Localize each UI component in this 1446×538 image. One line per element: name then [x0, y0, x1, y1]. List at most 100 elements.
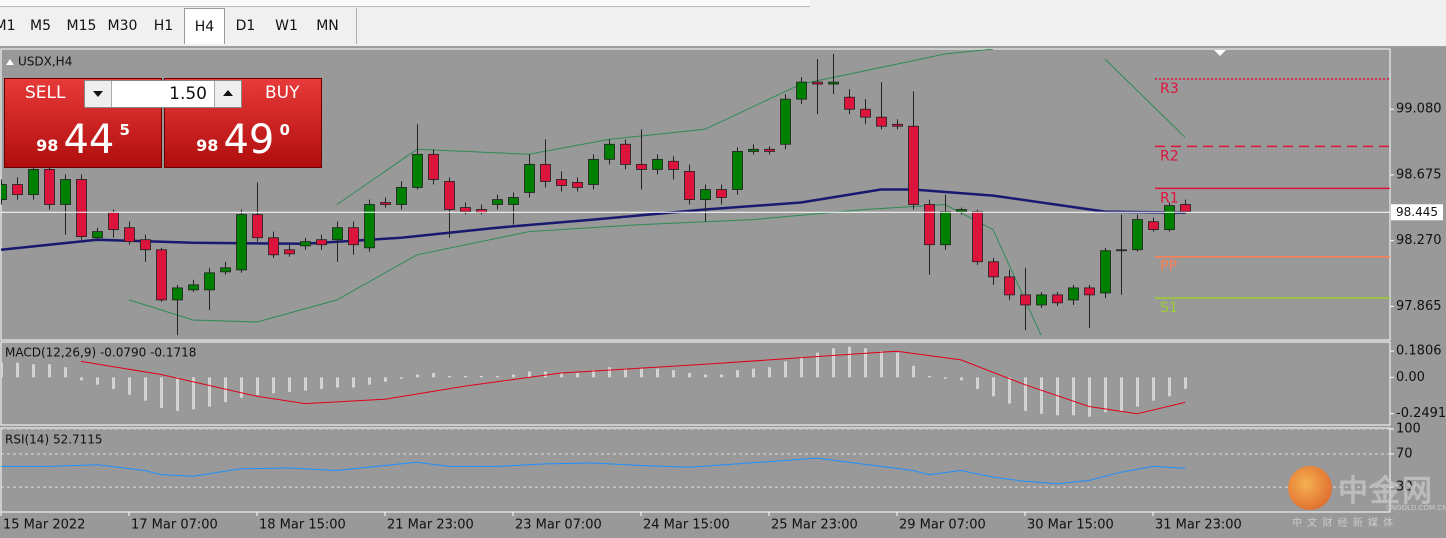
macd-plot [1, 346, 1187, 417]
watermark-domain: CNGOLD.COM.CN [1386, 504, 1446, 512]
candle-body [1100, 250, 1111, 294]
candle-body [620, 143, 631, 165]
ask-price: 98 49 0 [165, 117, 321, 167]
volume-down[interactable] [85, 81, 112, 107]
toolbar: M1 M5 M15 M30 H1 H4 D1 W1 MN [0, 0, 1446, 47]
candle-body [588, 158, 599, 185]
candle-body [236, 214, 247, 271]
candle-body [124, 227, 135, 243]
candle-body [1004, 276, 1015, 296]
candle-body [524, 163, 535, 193]
timeframe-button[interactable]: M15 [66, 18, 97, 34]
candle-body [172, 287, 183, 301]
candle-body [156, 249, 167, 301]
bid-main: 44 [63, 117, 115, 163]
axes: 99.080 98.675 98.270 97.865 R3 R2 R1 PP S1 98.445… [0, 55, 1446, 533]
x-tick-label: 30 Mar 15:00 [1027, 518, 1114, 533]
candle-body [1148, 221, 1159, 231]
candle-body [972, 211, 983, 263]
candle-body [796, 81, 807, 100]
candle-body [444, 181, 455, 210]
candle-body [844, 96, 855, 110]
candle-body [12, 184, 23, 195]
candle-body [108, 212, 119, 231]
candle-body [140, 239, 151, 251]
timeframe-button[interactable]: MN [316, 18, 339, 34]
watermark-logo [1288, 466, 1332, 510]
candle-body [1036, 294, 1047, 306]
candle-body [76, 179, 87, 238]
volume-control: 1.50 [84, 80, 242, 108]
candle-body [1020, 294, 1031, 306]
candle-body [1052, 294, 1063, 304]
main-plot [1, 49, 1191, 336]
y-tick-label: 0.00 [1396, 370, 1425, 385]
x-tick-label: 29 Mar 07:00 [899, 518, 986, 533]
y-tick-label: 98.270 [1396, 233, 1442, 248]
watermark: 中金网 CNGOLD.COM.CN 中 文 财 经 新 媒 体 [1286, 462, 1446, 538]
sell-button[interactable]: SELL [25, 83, 66, 103]
rsi-plot [1, 429, 1390, 488]
candle-body [1132, 219, 1143, 251]
candle-body [428, 153, 439, 180]
candle-body [300, 241, 311, 247]
candle-body [44, 169, 55, 205]
timeframe-button[interactable]: M5 [30, 18, 51, 34]
candle-body [924, 204, 935, 246]
candle-body [348, 227, 359, 246]
candle-body [684, 170, 695, 201]
buy-button[interactable]: BUY [265, 83, 300, 103]
candle-body [252, 214, 263, 239]
y-tick-label: 70 [1396, 446, 1413, 461]
y-tick-label: 0.1806 [1396, 344, 1442, 359]
candle-body [188, 284, 199, 291]
timeframe-button[interactable]: M1 [0, 18, 16, 34]
x-tick-label: 17 Mar 07:00 [131, 518, 218, 533]
indicator-line [1, 188, 1186, 252]
candle-body [572, 182, 583, 188]
x-tick-label: 31 Mar 23:00 [1155, 518, 1242, 533]
candle-body [1084, 287, 1095, 296]
candle-body [412, 153, 423, 188]
title-marker [6, 59, 14, 65]
bid-price: 98 44 5 [5, 117, 161, 167]
candle-body [492, 199, 503, 205]
candle-body [812, 81, 823, 85]
candle-body [732, 151, 743, 190]
candle-body [860, 108, 871, 118]
candle-body [876, 116, 887, 127]
candle-body [460, 207, 471, 213]
timeframe-button[interactable]: H4 [184, 8, 225, 44]
price-label-box [1391, 204, 1443, 221]
timeframe-button[interactable]: W1 [275, 18, 298, 34]
panel-title: USDX,H4 [18, 55, 72, 69]
ask-small: 0 [279, 121, 290, 139]
volume-value[interactable]: 1.50 [169, 84, 207, 104]
shift-marker [1214, 50, 1226, 56]
candle-body [268, 237, 279, 256]
pivot-label: R1 [1160, 190, 1179, 206]
pivot-label: S1 [1160, 300, 1178, 316]
top-strip [0, 0, 810, 7]
ask-main: 49 [223, 117, 275, 163]
timeframe-button[interactable]: M30 [107, 18, 138, 34]
x-tick-label: 23 Mar 07:00 [515, 518, 602, 533]
indicator-line [128, 203, 1042, 336]
panel-title: MACD(12,26,9) -0.0790 -0.1718 [5, 346, 196, 360]
panel-title: RSI(14) 52.7115 [5, 433, 103, 447]
timeframe-button[interactable]: D1 [235, 18, 256, 34]
pivot-label: R3 [1160, 81, 1179, 97]
sell-card[interactable]: SELL 98 44 5 [4, 78, 162, 168]
volume-up[interactable] [214, 81, 241, 107]
timeframe-button[interactable]: H1 [153, 18, 174, 34]
timeframe-bar: M1 M5 M15 M30 H1 H4 D1 W1 MN [0, 8, 348, 46]
candle-body [332, 227, 343, 241]
candle-body [700, 189, 711, 201]
y-tick-label: 98.675 [1396, 167, 1442, 182]
rsi-line [1, 457, 1186, 485]
candle-body [316, 239, 327, 246]
candle-body [1164, 205, 1175, 231]
candle-body [764, 148, 775, 152]
candle-body [940, 211, 951, 246]
x-tick-label: 15 Mar 2022 [3, 518, 85, 533]
